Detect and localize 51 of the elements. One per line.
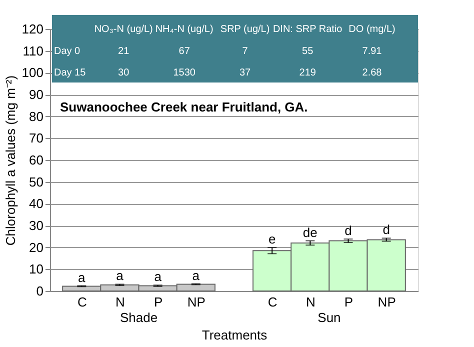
- x-tick-label: NP: [187, 294, 206, 310]
- data-label: a: [78, 270, 86, 285]
- annotation: Day 0: [54, 46, 81, 57]
- data-label: a: [116, 268, 124, 284]
- data-label: de: [302, 224, 318, 240]
- y-tick-label: 100: [22, 65, 44, 80]
- annotation: 7: [242, 46, 248, 57]
- y-tick-label: 110: [22, 43, 44, 58]
- x-tick-label: P: [154, 294, 163, 310]
- annotation: NH₄-N (ug/L): [155, 24, 214, 35]
- annotation: 21: [118, 46, 130, 57]
- text: Sun: [318, 310, 341, 325]
- y-tick-label: 90: [29, 87, 44, 102]
- x-tick-label: C: [77, 294, 87, 310]
- annotation: 7.91: [362, 46, 382, 57]
- x-axis-title: Treatments: [202, 328, 268, 342]
- y-tick-label: 70: [29, 130, 44, 146]
- y-tick-label: 10: [29, 262, 44, 277]
- annotation: 37: [239, 68, 252, 79]
- x-tick-label: N: [306, 294, 316, 310]
- text: Shade: [120, 310, 158, 325]
- annotation: 219: [299, 68, 316, 79]
- annotation: NO₃-N (ug/L): [94, 24, 153, 35]
- text: Suwanoochee Creek near Fruitland, GA.: [60, 100, 308, 115]
- annotation: 30: [118, 68, 130, 79]
- data-label: e: [268, 232, 276, 247]
- annotation: 1530: [173, 68, 196, 79]
- y-tick-label: 80: [29, 108, 44, 124]
- annotation: 67: [178, 46, 190, 57]
- annotation: Day 15: [54, 68, 86, 79]
- data-label: d: [344, 223, 352, 238]
- annotation: DIN: SRP Ratio: [272, 24, 343, 35]
- data-label: d: [382, 222, 390, 238]
- y-tick-label: 50: [29, 174, 44, 190]
- y-tick-label: 0: [36, 284, 44, 298]
- x-tick-label: P: [344, 294, 354, 310]
- annotation: 55: [302, 46, 314, 57]
- annotation: SRP (ug/L): [220, 24, 270, 35]
- y-tick-label: 40: [29, 196, 44, 212]
- x-tick-label: C: [268, 294, 278, 310]
- x-tick-label: NP: [378, 294, 396, 310]
- y-tick-label: 20: [29, 240, 44, 255]
- x-tick-label: N: [116, 294, 125, 310]
- data-label: a: [154, 269, 162, 284]
- annotation: 2.68: [362, 68, 382, 79]
- y-axis-title: Chlorophyll a values (mg m⁻²): [2, 75, 18, 246]
- data-label: a: [192, 268, 200, 283]
- y-tick-label: 120: [22, 22, 44, 36]
- annotation: DO (mg/L): [348, 24, 396, 35]
- y-tick-label: 60: [29, 152, 44, 168]
- y-tick-label: 30: [29, 218, 44, 233]
